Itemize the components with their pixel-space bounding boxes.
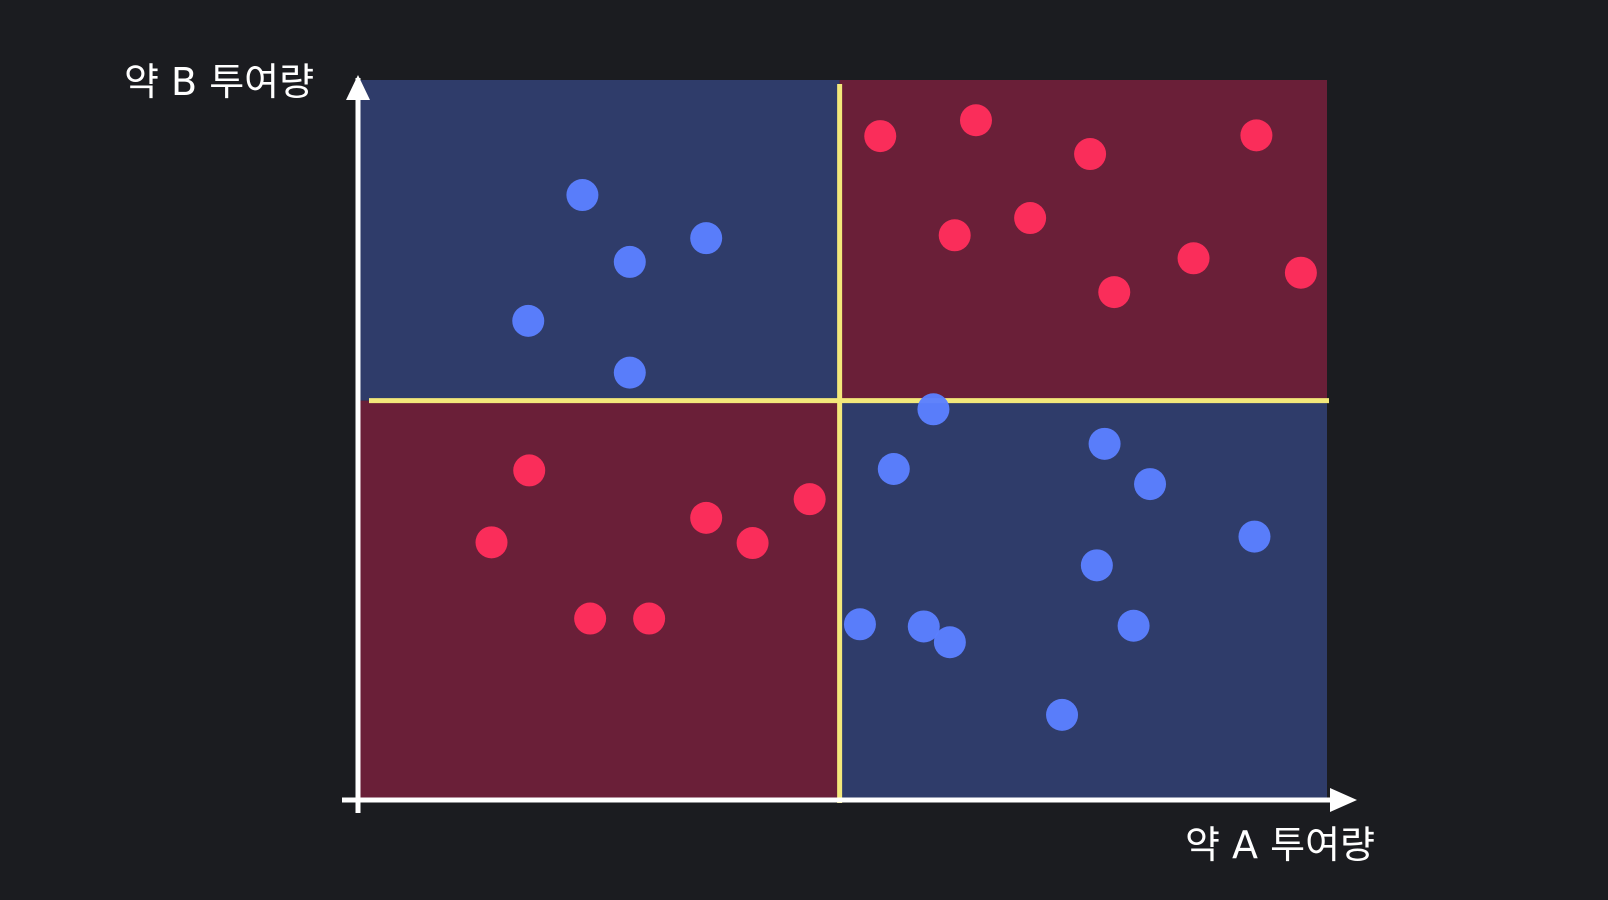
data-point-s0-1 [613,245,646,278]
data-point-s0-14 [933,626,966,659]
data-point-s0-4 [613,356,646,389]
data-point-s1-8 [1284,256,1317,289]
y-axis-arrow [346,75,370,100]
data-point-s1-1 [959,104,992,137]
data-point-s1-10 [475,526,508,559]
data-point-s0-11 [1238,520,1271,553]
data-point-s0-12 [1117,609,1150,642]
data-point-s0-0 [566,179,599,212]
region-bottom-left [360,400,840,799]
data-point-s0-15 [1046,698,1079,731]
data-point-s0-8 [1134,468,1167,501]
data-point-s1-9 [513,454,546,487]
y-axis-label: 약 B 투여량 [124,60,314,104]
x-axis-arrow [1330,788,1357,812]
region-bottom-right [839,400,1327,799]
data-point-s1-5 [1014,202,1047,235]
data-point-s1-6 [1177,242,1210,275]
data-point-s1-12 [736,527,769,560]
data-points [475,104,1317,731]
threshold-lines [369,84,1329,803]
data-point-s1-15 [633,602,666,635]
data-point-s1-2 [1074,138,1107,171]
x-axis-label: 약 A 투여량 [1185,823,1375,867]
data-point-s0-13 [843,608,876,641]
data-point-s1-13 [793,483,826,516]
axes [342,75,1357,813]
region-top-left [360,80,840,401]
data-point-s0-10 [1080,549,1113,582]
data-point-s1-4 [938,219,971,252]
data-point-s0-7 [1088,427,1121,460]
data-point-s1-11 [690,501,723,534]
data-point-s0-6 [877,452,910,485]
data-point-s0-5 [917,393,950,426]
data-point-s0-2 [690,222,723,255]
quadrant-regions [360,80,1327,799]
data-point-s1-14 [574,602,607,635]
data-point-s1-3 [1240,119,1273,152]
data-point-s0-9 [907,610,940,643]
data-point-s0-3 [512,304,545,337]
data-point-s1-0 [864,120,897,153]
data-point-s1-7 [1098,276,1131,309]
